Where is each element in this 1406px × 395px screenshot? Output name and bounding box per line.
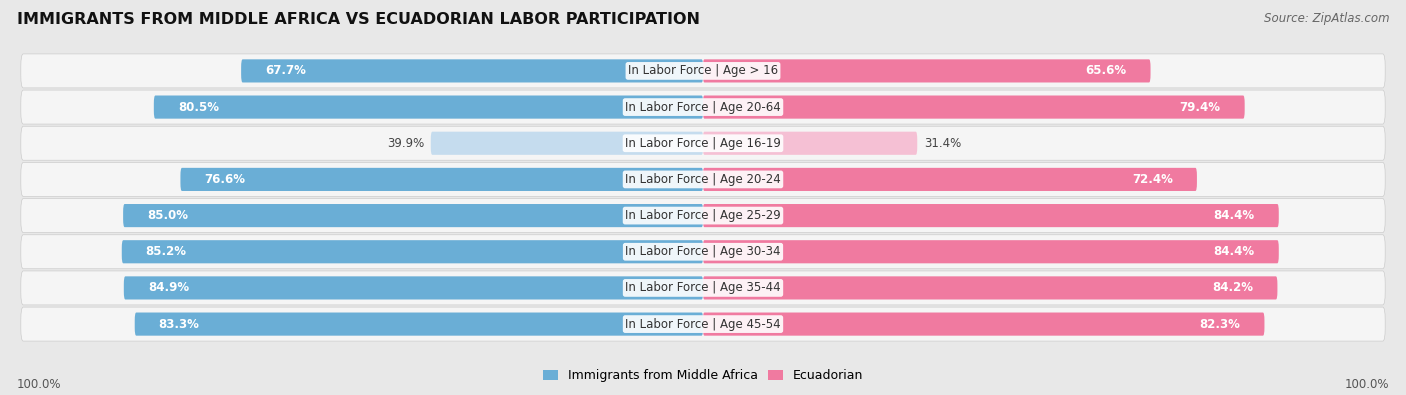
Text: In Labor Force | Age 35-44: In Labor Force | Age 35-44 xyxy=(626,281,780,294)
FancyBboxPatch shape xyxy=(21,90,1385,124)
FancyBboxPatch shape xyxy=(124,204,703,227)
Text: 84.9%: 84.9% xyxy=(148,281,188,294)
FancyBboxPatch shape xyxy=(703,59,1150,83)
FancyBboxPatch shape xyxy=(122,240,703,263)
FancyBboxPatch shape xyxy=(124,276,703,299)
Text: Source: ZipAtlas.com: Source: ZipAtlas.com xyxy=(1264,12,1389,25)
Text: In Labor Force | Age 16-19: In Labor Force | Age 16-19 xyxy=(626,137,780,150)
FancyBboxPatch shape xyxy=(21,307,1385,341)
Text: 84.2%: 84.2% xyxy=(1212,281,1254,294)
FancyBboxPatch shape xyxy=(21,271,1385,305)
FancyBboxPatch shape xyxy=(703,240,1279,263)
FancyBboxPatch shape xyxy=(21,235,1385,269)
Text: 65.6%: 65.6% xyxy=(1085,64,1126,77)
Text: 39.9%: 39.9% xyxy=(387,137,425,150)
FancyBboxPatch shape xyxy=(703,96,1244,118)
FancyBboxPatch shape xyxy=(242,59,703,83)
Text: In Labor Force | Age > 16: In Labor Force | Age > 16 xyxy=(628,64,778,77)
FancyBboxPatch shape xyxy=(135,312,703,336)
Text: 72.4%: 72.4% xyxy=(1132,173,1173,186)
FancyBboxPatch shape xyxy=(703,168,1197,191)
Text: In Labor Force | Age 20-64: In Labor Force | Age 20-64 xyxy=(626,101,780,114)
Text: 84.4%: 84.4% xyxy=(1213,209,1254,222)
FancyBboxPatch shape xyxy=(21,126,1385,160)
Text: 80.5%: 80.5% xyxy=(177,101,219,114)
Text: 100.0%: 100.0% xyxy=(17,378,62,391)
Text: 67.7%: 67.7% xyxy=(266,64,307,77)
Text: 31.4%: 31.4% xyxy=(924,137,962,150)
FancyBboxPatch shape xyxy=(180,168,703,191)
Text: 79.4%: 79.4% xyxy=(1180,101,1220,114)
Text: IMMIGRANTS FROM MIDDLE AFRICA VS ECUADORIAN LABOR PARTICIPATION: IMMIGRANTS FROM MIDDLE AFRICA VS ECUADOR… xyxy=(17,12,700,27)
Text: 76.6%: 76.6% xyxy=(204,173,246,186)
Text: 100.0%: 100.0% xyxy=(1344,378,1389,391)
FancyBboxPatch shape xyxy=(153,96,703,118)
FancyBboxPatch shape xyxy=(703,132,917,155)
FancyBboxPatch shape xyxy=(21,162,1385,196)
Text: 83.3%: 83.3% xyxy=(159,318,200,331)
Text: In Labor Force | Age 20-24: In Labor Force | Age 20-24 xyxy=(626,173,780,186)
FancyBboxPatch shape xyxy=(703,312,1264,336)
Text: In Labor Force | Age 25-29: In Labor Force | Age 25-29 xyxy=(626,209,780,222)
Text: 84.4%: 84.4% xyxy=(1213,245,1254,258)
Text: In Labor Force | Age 45-54: In Labor Force | Age 45-54 xyxy=(626,318,780,331)
Text: 85.2%: 85.2% xyxy=(146,245,187,258)
Text: 82.3%: 82.3% xyxy=(1199,318,1240,331)
Text: 85.0%: 85.0% xyxy=(148,209,188,222)
FancyBboxPatch shape xyxy=(21,199,1385,233)
FancyBboxPatch shape xyxy=(703,204,1279,227)
FancyBboxPatch shape xyxy=(21,54,1385,88)
Text: In Labor Force | Age 30-34: In Labor Force | Age 30-34 xyxy=(626,245,780,258)
FancyBboxPatch shape xyxy=(703,276,1278,299)
Legend: Immigrants from Middle Africa, Ecuadorian: Immigrants from Middle Africa, Ecuadoria… xyxy=(540,367,866,385)
FancyBboxPatch shape xyxy=(430,132,703,155)
